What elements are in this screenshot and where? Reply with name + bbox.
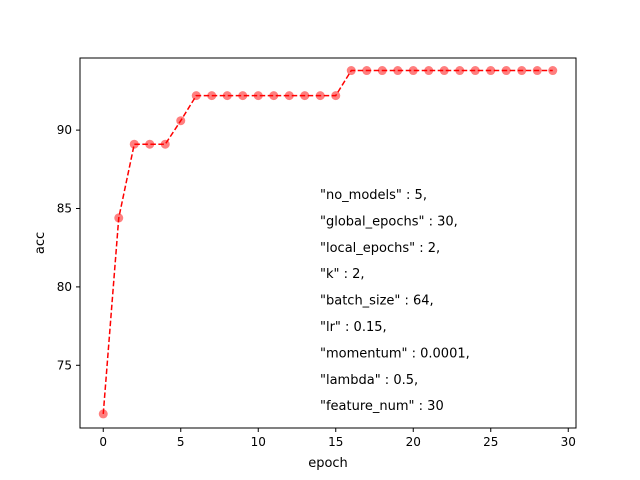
- plot-frame: [79, 57, 577, 429]
- data-point: [253, 91, 263, 101]
- y-axis-label: acc: [33, 232, 48, 254]
- x-tick-label: 20: [406, 435, 421, 449]
- data-point: [408, 66, 418, 76]
- data-point: [439, 66, 449, 76]
- data-point: [548, 66, 558, 76]
- data-point: [191, 91, 201, 101]
- data-point: [160, 139, 170, 149]
- data-point: [377, 66, 387, 76]
- data-point: [470, 66, 480, 76]
- data-point: [284, 91, 294, 101]
- x-tick-label: 10: [251, 435, 266, 449]
- y-axis: 75 80 85 90: [57, 123, 80, 372]
- x-axis-label: epoch: [308, 456, 348, 471]
- data-point: [238, 91, 248, 101]
- data-point: [532, 66, 542, 76]
- data-point: [424, 66, 434, 76]
- x-tick-label: 5: [177, 435, 185, 449]
- data-point: [129, 139, 139, 149]
- x-axis: 0 5 10 15 20 25 30: [99, 428, 576, 449]
- data-point: [393, 66, 403, 76]
- data-point: [269, 91, 279, 101]
- data-point: [176, 116, 186, 126]
- annotation-line: "lr" : 0.15,: [320, 320, 387, 335]
- y-tick-label: 80: [57, 280, 72, 294]
- data-point: [455, 66, 465, 76]
- annotation-line: "lambda" : 0.5,: [320, 373, 418, 388]
- data-point: [486, 66, 496, 76]
- data-point: [300, 91, 310, 101]
- x-tick-label: 0: [99, 435, 107, 449]
- plot-layer: [98, 66, 558, 419]
- x-tick-label: 15: [328, 435, 343, 449]
- data-point: [207, 91, 217, 101]
- annotation-line: "feature_num" : 30: [320, 399, 444, 414]
- data-point: [114, 213, 124, 223]
- annotation-line: "global_epochs" : 30,: [320, 214, 458, 229]
- y-tick-label: 85: [57, 202, 72, 216]
- x-tick-label: 25: [483, 435, 498, 449]
- data-point: [98, 409, 108, 419]
- annotation-line: "local_epochs" : 2,: [320, 241, 440, 256]
- data-point: [222, 91, 232, 101]
- y-tick-label: 75: [57, 358, 72, 372]
- annotation-line: "momentum" : 0.0001,: [320, 346, 470, 361]
- annotation-line: "no_models" : 5,: [320, 188, 427, 203]
- annotation-line: "k" : 2,: [320, 267, 365, 282]
- hyperparameter-annotation: "no_models" : 5, "global_epochs" : 30, "lo…: [320, 188, 470, 414]
- annotation-line: "batch_size" : 64,: [320, 294, 434, 309]
- data-point: [362, 66, 372, 76]
- data-point: [501, 66, 511, 76]
- data-point: [517, 66, 527, 76]
- data-point: [346, 66, 356, 76]
- x-tick-label: 30: [561, 435, 576, 449]
- data-point: [315, 91, 325, 101]
- data-point: [145, 139, 155, 149]
- data-point: [331, 91, 341, 101]
- y-tick-label: 90: [57, 123, 72, 137]
